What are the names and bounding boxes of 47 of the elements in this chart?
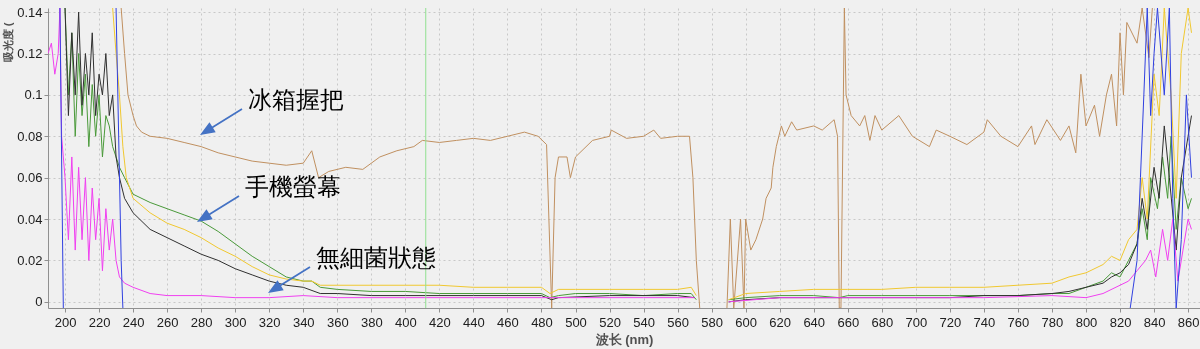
x-tick-label: 380 — [360, 314, 383, 330]
x-tick-label: 840 — [1143, 314, 1166, 330]
x-tick-label: 680 — [871, 314, 894, 330]
x-tick-label: 240 — [122, 314, 145, 330]
x-tick-label: 580 — [701, 314, 723, 330]
y-tick-label: 0 — [35, 294, 43, 310]
x-tick-label: 780 — [1041, 314, 1064, 330]
x-tick-label: 640 — [803, 314, 826, 330]
x-tick-label: 440 — [463, 314, 485, 330]
x-tick-label: 560 — [667, 314, 689, 330]
x-tick-label: 620 — [769, 314, 792, 330]
y-tick-label: 0.14 — [17, 4, 43, 20]
x-tick-label: 420 — [429, 314, 451, 330]
annotation: 冰箱握把 — [248, 86, 344, 114]
x-tick-label: 860 — [1177, 314, 1200, 330]
y-axis-title: 吸光度 ( — [1, 22, 14, 63]
x-tick-label: 260 — [156, 314, 179, 330]
x-tick-label: 540 — [633, 314, 655, 330]
x-tick-label: 200 — [54, 314, 77, 330]
x-tick-label: 340 — [292, 314, 315, 330]
x-tick-label: 360 — [326, 314, 349, 330]
y-tick-label: 0.04 — [17, 211, 43, 227]
annotation: 手機螢幕 — [245, 173, 341, 201]
y-tick-label: 0.08 — [17, 128, 43, 144]
x-tick-label: 460 — [497, 314, 519, 330]
x-tick-label: 700 — [905, 314, 928, 330]
x-tick-label: 300 — [224, 314, 247, 330]
x-tick-label: 480 — [531, 314, 553, 330]
x-tick-label: 500 — [565, 314, 587, 330]
annotation: 無細菌狀態 — [316, 244, 436, 272]
x-tick-label: 760 — [1007, 314, 1030, 330]
x-tick-label: 660 — [837, 314, 860, 330]
y-tick-label: 0.1 — [24, 87, 43, 103]
x-tick-label: 280 — [190, 314, 213, 330]
x-tick-label: 220 — [88, 314, 111, 330]
x-tick-label: 720 — [939, 314, 962, 330]
x-tick-label: 520 — [599, 314, 621, 330]
y-tick-label: 0.06 — [17, 170, 43, 186]
x-tick-label: 320 — [258, 314, 281, 330]
x-axis-title: 波长 (nm) — [594, 331, 654, 347]
y-tick-label: 0.12 — [17, 46, 43, 62]
x-tick-label: 820 — [1109, 314, 1132, 330]
x-tick-label: 800 — [1075, 314, 1098, 330]
y-tick-label: 0.02 — [17, 252, 43, 268]
x-tick-label: 600 — [735, 314, 758, 330]
x-tick-label: 740 — [973, 314, 996, 330]
x-tick-label: 400 — [394, 314, 417, 330]
